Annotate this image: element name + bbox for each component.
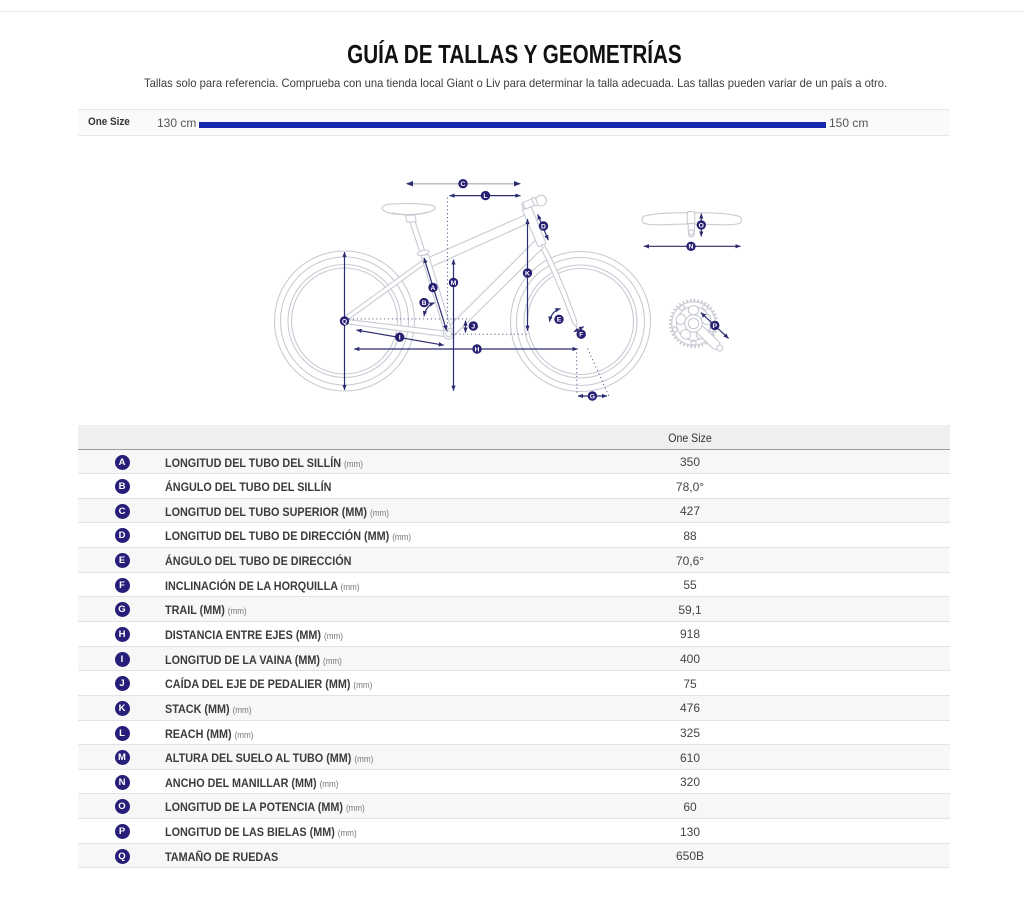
svg-text:O: O [699,222,704,229]
svg-text:I: I [399,335,401,342]
svg-text:M: M [451,280,457,287]
svg-text:F: F [579,332,583,339]
svg-text:H: H [475,346,480,353]
svg-text:Q: Q [342,318,347,325]
svg-text:E: E [557,317,562,324]
svg-text:L: L [483,193,487,200]
svg-text:C: C [461,181,466,188]
svg-text:P: P [713,323,718,330]
svg-text:N: N [689,244,694,251]
svg-text:A: A [431,285,436,292]
svg-text:B: B [422,300,427,307]
svg-text:J: J [471,323,475,330]
svg-text:D: D [541,223,546,230]
svg-text:G: G [590,393,595,400]
svg-text:K: K [525,270,530,277]
